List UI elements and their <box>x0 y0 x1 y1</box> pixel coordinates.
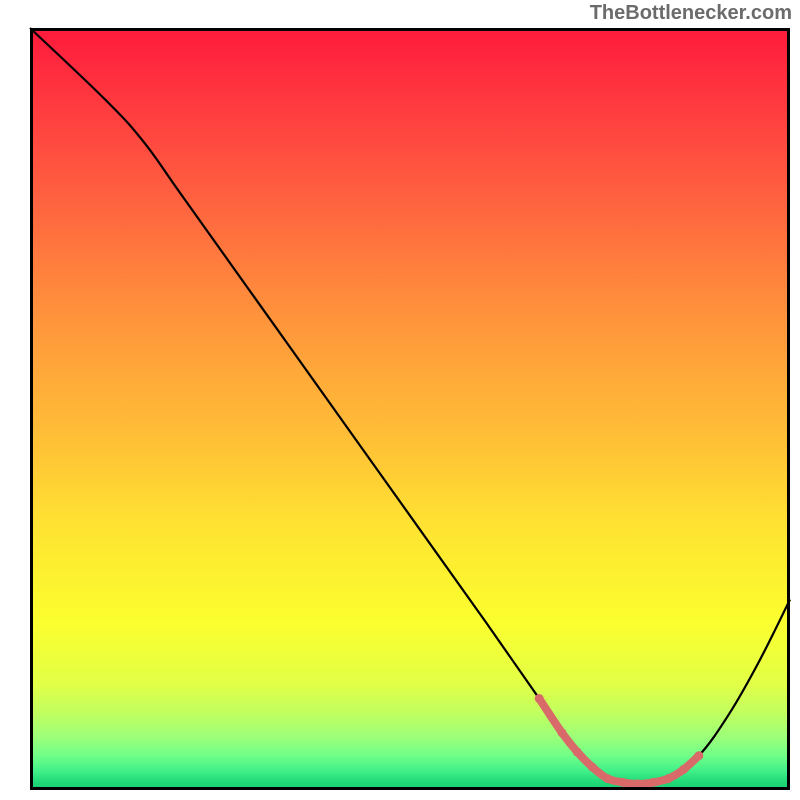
highlight-dot <box>603 774 612 783</box>
highlight-dot <box>618 778 627 787</box>
highlight-dot <box>535 694 544 703</box>
plot-area <box>30 28 790 790</box>
highlight-segment <box>535 694 704 788</box>
highlight-dot <box>634 779 643 788</box>
highlight-dot <box>694 751 703 760</box>
highlight-dot <box>664 774 673 783</box>
chart-container: TheBottlenecker.com <box>0 0 800 800</box>
attribution-text: TheBottlenecker.com <box>590 2 792 25</box>
curve-layer <box>30 28 790 790</box>
highlight-dot <box>679 765 688 774</box>
highlight-dot <box>558 728 567 737</box>
highlight-dot <box>649 778 658 787</box>
highlight-dot <box>573 747 582 756</box>
main-curve <box>30 28 790 784</box>
highlight-dot <box>588 763 597 772</box>
